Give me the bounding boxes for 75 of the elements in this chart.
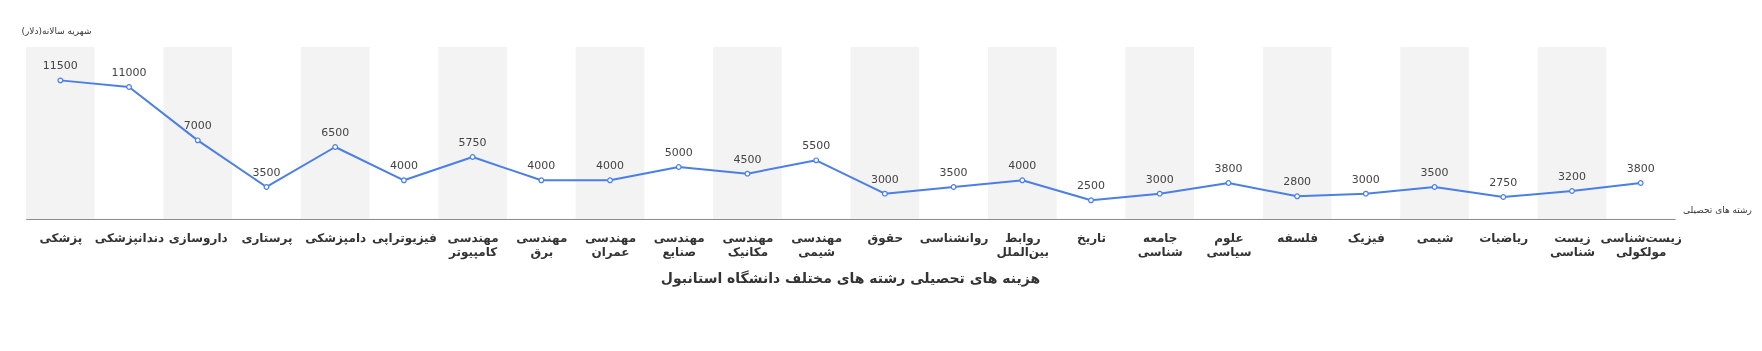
x-tick-label: ریاضیات [1479, 231, 1529, 246]
data-label: 6500 [321, 126, 350, 140]
data-label: 3500 [252, 165, 281, 179]
data-label: 3500 [939, 165, 968, 179]
data-label: 4500 [733, 152, 762, 166]
data-label: 3000 [870, 172, 899, 186]
x-tick-label: تاریخ [1076, 231, 1107, 246]
x-tick-label: روابط بین‌الملل [996, 231, 1050, 260]
x-axis-title: رشته های تحصیلی [1683, 204, 1752, 215]
x-tick-label: مهندسی صنایع [653, 231, 705, 260]
data-label: 4000 [527, 159, 556, 173]
point [332, 144, 339, 150]
data-label: 3500 [1420, 165, 1449, 179]
data-label: 3800 [1214, 161, 1243, 175]
point [1088, 197, 1094, 204]
data-label: 5500 [802, 139, 831, 153]
x-tick-label: پرستاری [241, 231, 293, 246]
data-label: 5750 [458, 136, 487, 149]
x-tick-label: مهندسی مکانیک [722, 231, 774, 260]
data-label: 2750 [1489, 175, 1518, 189]
point [1294, 193, 1301, 200]
point [950, 184, 957, 190]
x-tick-label: داروسازی [168, 231, 228, 247]
data-label: 4000 [389, 159, 418, 173]
data-label: 3200 [1558, 169, 1586, 183]
point [813, 157, 820, 164]
point [1225, 180, 1232, 186]
text: هزینه های تحصیلی رشته های مختلف دانشگاه استانبول [660, 269, 1041, 287]
x-tick-label: مهندسی عمران [585, 231, 637, 260]
point [744, 170, 751, 177]
point [1019, 177, 1026, 184]
point [400, 177, 407, 184]
x-tick-label: زیست شناسی [1549, 231, 1596, 260]
x-tick-label: حقوق [867, 231, 904, 247]
x-tick-label: دامپزشکی [305, 231, 367, 246]
x-tick-label: جامعه شناسی [1137, 231, 1183, 260]
point [1637, 180, 1644, 186]
point [126, 84, 132, 90]
x-tick-label: پزشکی [39, 231, 83, 246]
y-axis-title: (دلار)شهریه سالانه [21, 25, 92, 36]
point [1431, 184, 1438, 190]
data-label: 3000 [1145, 172, 1174, 186]
data-label: 11500 [42, 59, 78, 73]
point [469, 154, 476, 160]
point [1156, 190, 1163, 197]
point [538, 177, 545, 184]
x-tick-label: روانشناسی [919, 231, 989, 247]
data-label: 4000 [1008, 159, 1037, 173]
point [263, 184, 270, 190]
x-tick-label: مهندسی برق [516, 231, 568, 260]
data-label: 3000 [1351, 172, 1380, 186]
x-tick-label: دندانپزشکی [94, 231, 165, 246]
point [1500, 194, 1507, 200]
x-tick-label: فیزیک [1347, 231, 1385, 246]
x-tick-label: فیزیوتراپی [371, 231, 437, 247]
point [607, 177, 613, 184]
x-tick-label: فلسفه [1277, 231, 1319, 246]
x-tick-label: علوم سیاسی [1206, 231, 1252, 260]
point [881, 190, 888, 197]
data-label: 11000 [111, 66, 147, 80]
point [1362, 190, 1369, 197]
x-tick-label: شیمی [1416, 231, 1454, 246]
point [57, 77, 64, 84]
data-label: 4000 [596, 159, 625, 173]
data-label: 7000 [183, 119, 212, 133]
x-tick-label: زیست‌شناسی مولکولی [1600, 231, 1682, 261]
data-label: 5000 [664, 145, 693, 159]
data-label: 3800 [1626, 161, 1655, 175]
point [675, 164, 682, 170]
x-tick-label: مهندسی شیمی [791, 231, 843, 260]
point [1569, 188, 1575, 194]
data-label: 2800 [1283, 175, 1312, 189]
point [194, 137, 201, 144]
data-label: 2500 [1077, 179, 1105, 193]
x-tick-label: مهندسی کامپیوتر [447, 231, 499, 261]
